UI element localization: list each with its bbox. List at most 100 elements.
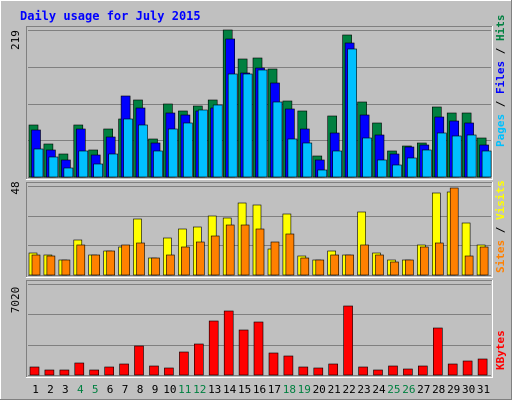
bar-sites-day-25 <box>390 261 399 276</box>
x-tick-label-day-26: 26 <box>402 383 415 396</box>
bar-marks <box>28 29 492 376</box>
bar-pages-day-26 <box>407 157 417 178</box>
bar-kbytes-day-24 <box>373 369 383 376</box>
bar-pages-day-11 <box>183 122 193 178</box>
x-tick-label-day-20: 20 <box>313 383 326 396</box>
bar-kbytes-day-21 <box>328 363 339 376</box>
x-tick-label-day-29: 29 <box>447 383 460 396</box>
legend-sites: Sites <box>494 240 507 273</box>
x-tick-label-day-1: 1 <box>32 383 39 396</box>
x-tick-label-day-17: 17 <box>268 383 281 396</box>
bar-sites-day-20 <box>315 259 325 276</box>
x-tick-label-day-9: 9 <box>152 383 159 396</box>
bar-sites-day-28 <box>434 242 444 276</box>
bar-sites-day-16 <box>255 228 265 276</box>
bar-kbytes-day-14 <box>223 310 234 376</box>
bar-pages-day-2 <box>48 156 59 178</box>
x-tick-label-day-8: 8 <box>137 383 144 396</box>
bar-sites-day-31 <box>479 246 489 276</box>
bar-pages-day-21 <box>332 150 343 178</box>
bar-sites-day-7 <box>121 244 130 276</box>
bar-sites-day-8 <box>136 242 145 276</box>
x-tick-label-day-2: 2 <box>47 383 54 396</box>
x-tick-label-day-4: 4 <box>77 383 84 396</box>
bar-pages-day-3 <box>63 167 74 178</box>
x-tick-label-day-27: 27 <box>417 383 430 396</box>
bar-pages-day-1 <box>33 148 44 178</box>
bar-kbytes-day-3 <box>59 369 70 376</box>
bar-sites-day-6 <box>106 250 115 276</box>
bar-sites-day-24 <box>375 254 384 276</box>
bar-pages-day-7 <box>123 118 133 178</box>
bar-sites-day-3 <box>61 259 71 276</box>
bar-sites-day-13 <box>210 235 220 276</box>
x-tick-label-day-6: 6 <box>107 383 114 396</box>
bar-sites-day-12 <box>196 241 205 276</box>
bar-sites-day-18 <box>285 233 295 276</box>
x-tick-label-day-7: 7 <box>122 383 129 396</box>
legend-files: Files <box>494 61 507 94</box>
bar-sites-day-14 <box>225 224 235 276</box>
legend-hits: Hits <box>494 15 507 42</box>
x-tick-label-day-11: 11 <box>178 383 191 396</box>
x-tick-label-day-19: 19 <box>298 383 311 396</box>
legend-sites-visits: Sites / Visits <box>494 180 507 273</box>
x-tick-label-day-18: 18 <box>283 383 296 396</box>
max-label-hits: 219 <box>9 30 22 50</box>
bar-pages-day-24 <box>377 159 387 178</box>
bar-sites-day-9 <box>151 257 160 276</box>
bar-pages-day-13 <box>212 104 223 178</box>
max-label-visits: 48 <box>9 181 22 194</box>
x-tick-label-day-14: 14 <box>223 383 237 396</box>
bar-kbytes-day-4 <box>74 362 85 376</box>
bar-sites-day-29 <box>449 187 459 276</box>
bar-pages-day-20 <box>317 169 328 178</box>
x-tick-label-day-23: 23 <box>357 383 370 396</box>
bar-pages-day-5 <box>93 163 103 178</box>
bar-kbytes-day-19 <box>298 366 309 376</box>
legend-separator-3: / <box>494 220 507 240</box>
bar-kbytes-day-1 <box>29 366 40 376</box>
bar-kbytes-day-13 <box>208 320 219 376</box>
bar-pages-day-8 <box>138 124 148 178</box>
bar-kbytes-day-9 <box>149 365 159 376</box>
bar-kbytes-day-18 <box>283 355 294 376</box>
bar-pages-day-4 <box>78 150 89 178</box>
bar-kbytes-day-8 <box>134 345 144 376</box>
bar-kbytes-day-15 <box>238 329 249 376</box>
bar-sites-day-11 <box>181 246 190 276</box>
bar-sites-day-17 <box>270 241 280 276</box>
bar-pages-day-30 <box>466 134 477 178</box>
legend-separator-1: / <box>494 94 507 114</box>
x-tick-label-day-28: 28 <box>432 383 445 396</box>
legend-kbytes: KBytes <box>494 330 507 370</box>
legend-pages: Pages <box>494 114 507 147</box>
bar-kbytes-day-25 <box>388 365 398 376</box>
bar-kbytes-day-26 <box>403 368 413 376</box>
x-tick-label-day-12: 12 <box>193 383 206 396</box>
legend-visits: Visits <box>494 180 507 220</box>
bar-kbytes-day-16 <box>253 321 264 376</box>
bar-pages-day-14 <box>227 73 238 178</box>
bar-pages-day-19 <box>302 142 313 178</box>
bar-sites-day-4 <box>76 244 86 276</box>
x-tick-label-day-15: 15 <box>238 383 251 396</box>
bar-sites-day-22 <box>345 254 354 276</box>
bar-pages-day-16 <box>257 69 268 178</box>
x-tick-label-day-10: 10 <box>163 383 176 396</box>
x-axis-labels: 1 2 3 4 5 6 7 8 9 10 11 12 13 14 15 16 17 18 19 20 21 22 23 24 2… <box>32 383 490 396</box>
bar-sites-day-1 <box>31 254 41 276</box>
bar-pages-day-23 <box>362 137 372 178</box>
bar-sites-day-26 <box>405 259 414 276</box>
bar-pages-day-27 <box>421 149 432 178</box>
bar-kbytes-day-11 <box>179 351 189 376</box>
bar-kbytes-day-30 <box>462 360 473 376</box>
x-tick-label-day-30: 30 <box>462 383 475 396</box>
bar-kbytes-day-17 <box>268 352 279 376</box>
bar-pages-day-25 <box>392 164 402 178</box>
bar-sites-day-10 <box>166 254 175 276</box>
bar-kbytes-day-5 <box>89 369 99 376</box>
bar-sites-day-21 <box>330 254 340 276</box>
bar-kbytes-day-31 <box>477 358 488 376</box>
